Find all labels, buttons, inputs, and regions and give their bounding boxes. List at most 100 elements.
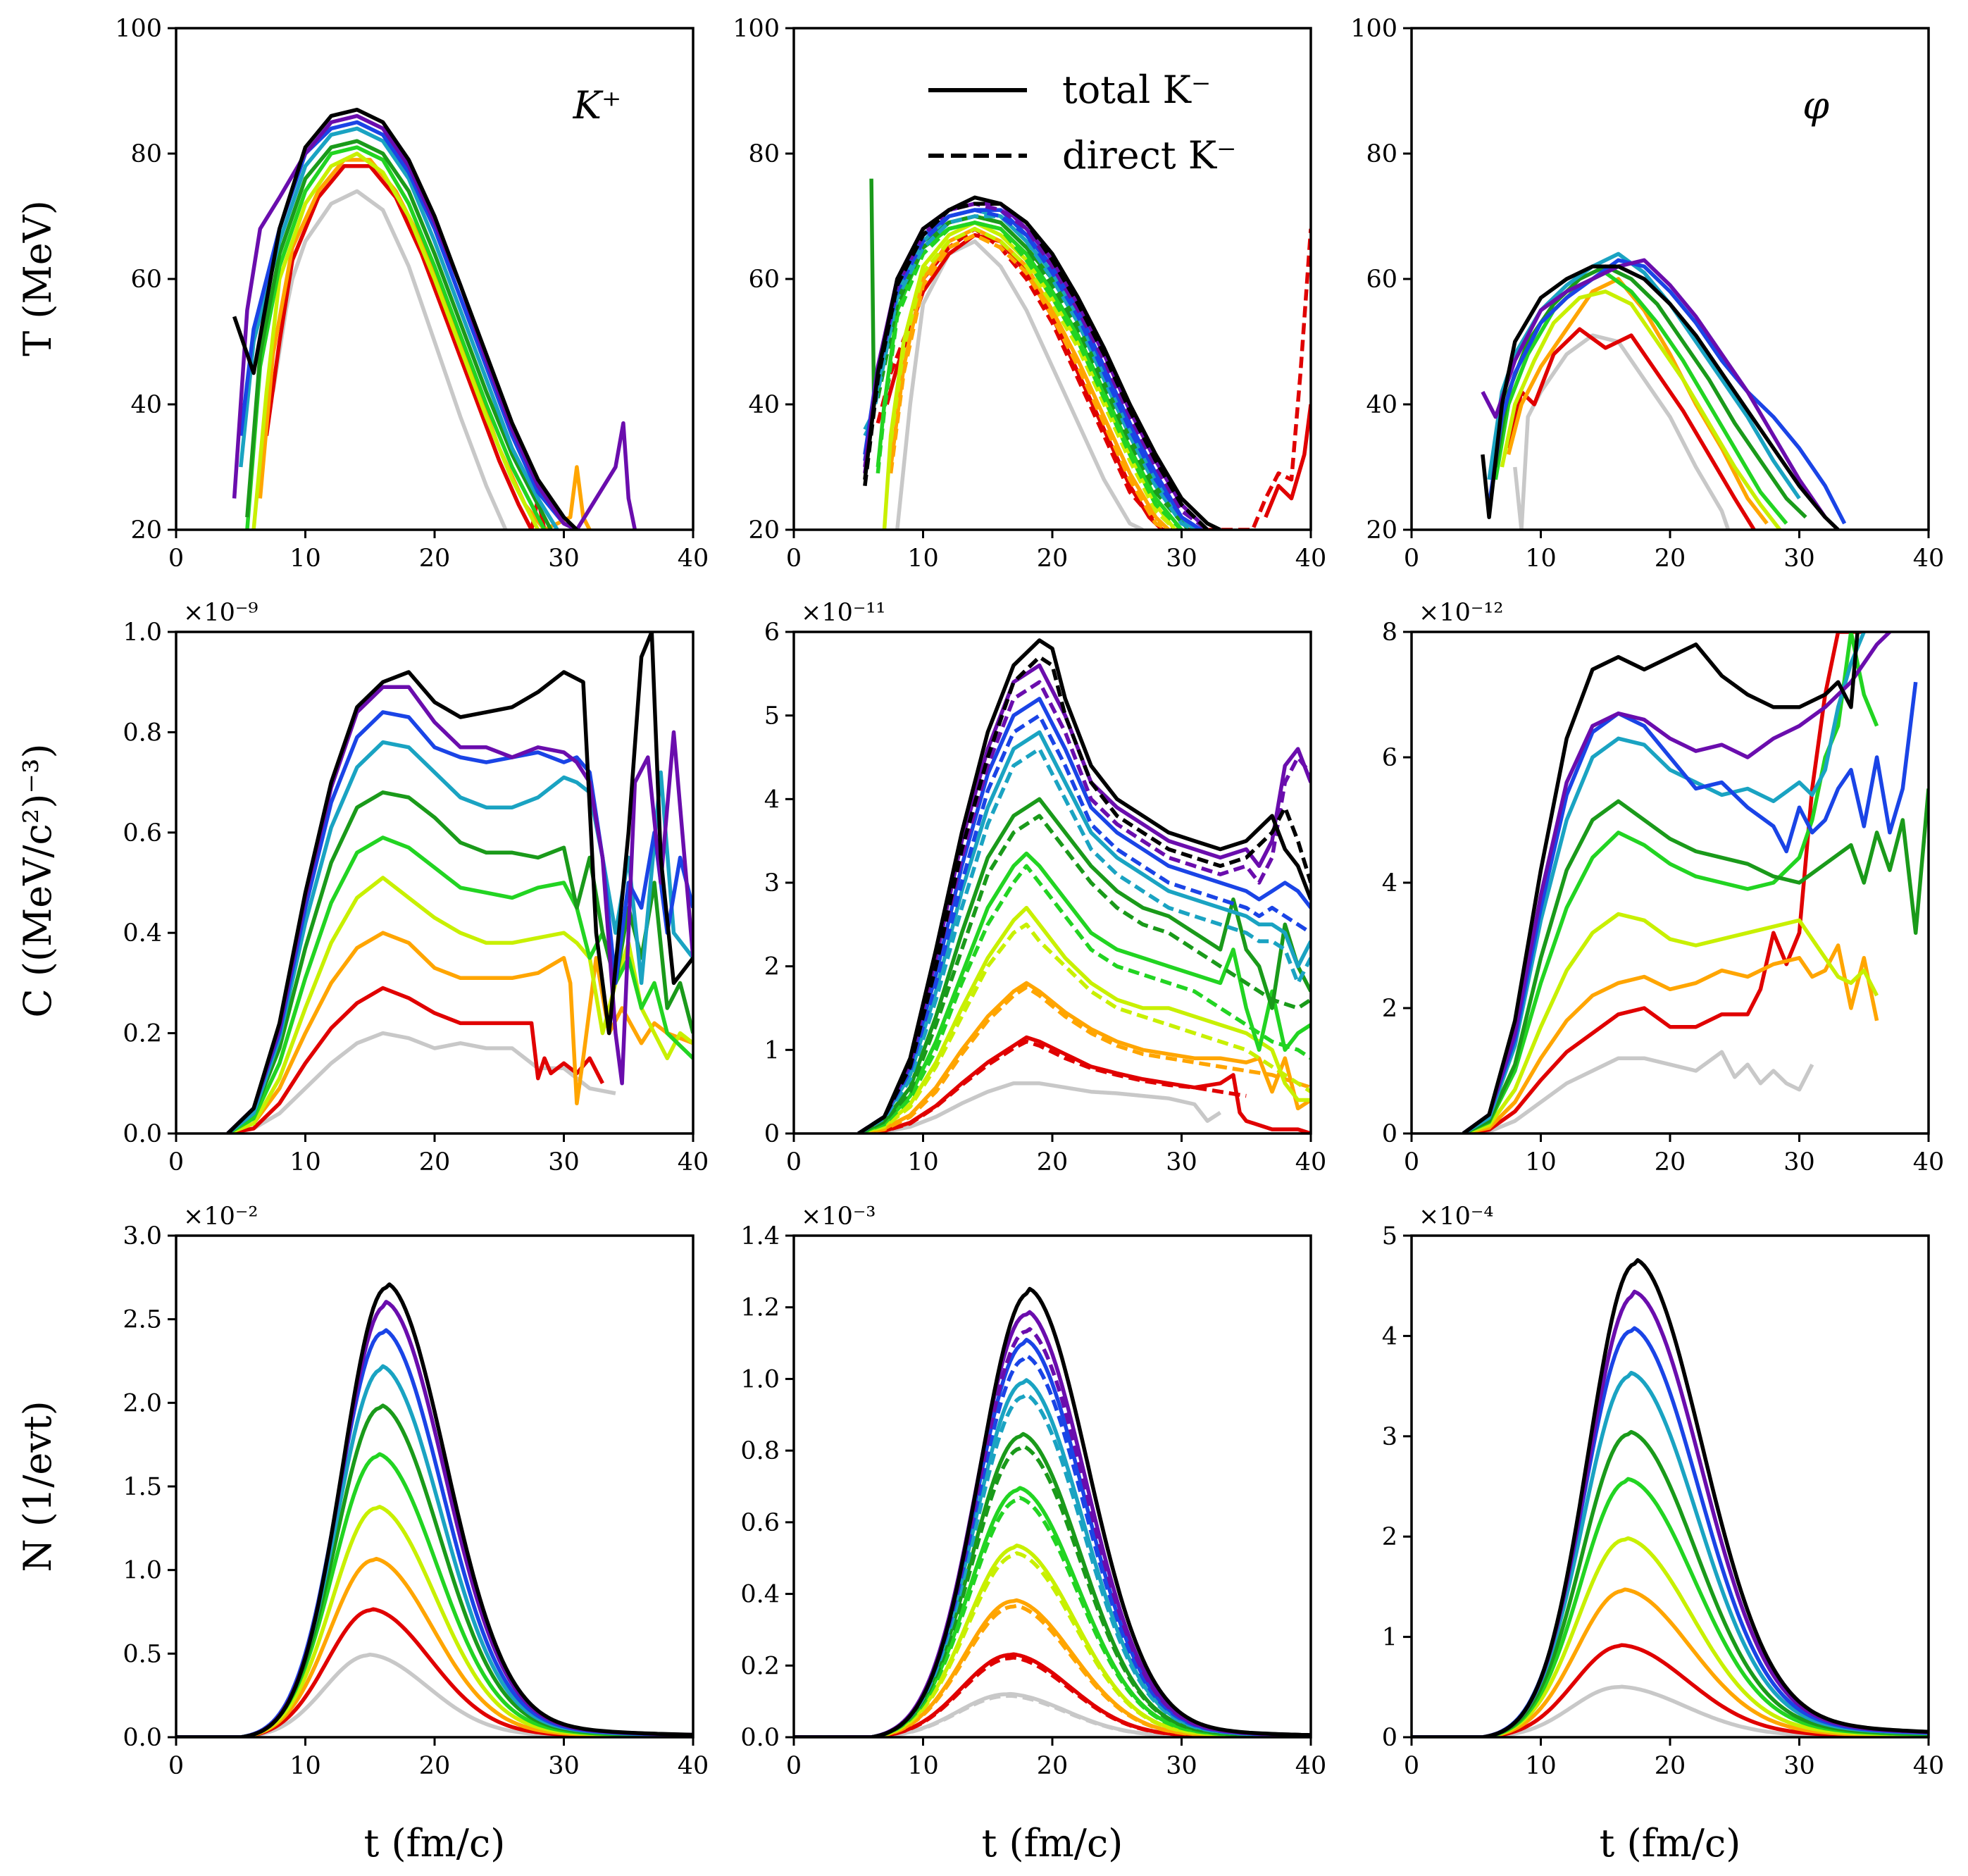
y-tick-label-C-Kminus: 2 bbox=[764, 953, 780, 981]
plot-area-C-phi bbox=[1462, 632, 1929, 1133]
series-dark-green-solid-N-Kminus bbox=[794, 1431, 1311, 1737]
x-tick-label-T-phi: 40 bbox=[1913, 545, 1945, 573]
y-exponent-N-phi: ×10⁻⁴ bbox=[1419, 1203, 1493, 1231]
y-tick-label-C-Kplus: 0.2 bbox=[123, 1020, 162, 1048]
series-blue-dashed-N-Kminus bbox=[794, 1353, 1311, 1737]
series-red-solid-N-phi bbox=[1412, 1643, 1929, 1737]
series-black-solid-N-Kminus bbox=[794, 1286, 1311, 1737]
x-tick-label-T-Kplus: 0 bbox=[168, 545, 184, 573]
x-tick-label-N-Kplus: 30 bbox=[548, 1752, 580, 1780]
plot-area-N-Kplus bbox=[176, 1282, 693, 1737]
series-black-solid-T-phi bbox=[1481, 264, 1840, 530]
x-tick-label-T-Kminus: 40 bbox=[1295, 545, 1327, 573]
x-tick-label-N-phi: 30 bbox=[1783, 1752, 1815, 1780]
series-orange-solid-N-phi bbox=[1412, 1587, 1929, 1737]
series-teal-solid-N-phi bbox=[1412, 1370, 1929, 1737]
y-tick-label-C-Kplus: 1.0 bbox=[123, 619, 162, 647]
y-tick-label-N-Kminus: 1.2 bbox=[740, 1294, 780, 1322]
y-tick-label-T-Kplus: 100 bbox=[115, 15, 162, 43]
series-yellow-green-solid-T-phi bbox=[1500, 290, 1782, 530]
panel-C-phi: 0 10 20 30 40 0 2 4 6 8 ×10⁻¹² bbox=[1382, 599, 1945, 1176]
series-green-solid-N-Kminus bbox=[794, 1486, 1311, 1737]
plot-area-C-Kminus bbox=[857, 638, 1311, 1133]
x-tick-label-N-Kminus: 40 bbox=[1295, 1752, 1327, 1780]
panel-T-Kminus: 0 10 20 30 40 20 40 60 80 100 bbox=[733, 15, 1326, 573]
y-tick-label-T-phi: 60 bbox=[1366, 266, 1397, 294]
x-tick-label-C-phi: 20 bbox=[1655, 1148, 1686, 1176]
x-tick-label-N-Kminus: 20 bbox=[1037, 1752, 1069, 1780]
y-exponent-C-phi: ×10⁻¹² bbox=[1419, 599, 1503, 627]
panel-T-phi: 0 10 20 30 40 20 40 60 80 100 bbox=[1350, 15, 1944, 573]
x-tick-label-N-Kplus: 40 bbox=[678, 1752, 709, 1780]
panel-label-k-plus: K⁺ bbox=[573, 83, 622, 128]
y-exponent-N-Kplus: ×10⁻² bbox=[183, 1203, 258, 1231]
series-red-solid-T-phi bbox=[1506, 327, 1756, 530]
y-tick-label-N-Kminus: 0.0 bbox=[740, 1724, 780, 1752]
series-yellow-green-solid-N-Kplus bbox=[176, 1505, 693, 1737]
y-tick-label-N-Kminus: 0.6 bbox=[740, 1509, 780, 1537]
x-tick-label-T-Kplus: 40 bbox=[678, 545, 709, 573]
panel-label-phi: φ bbox=[1802, 83, 1829, 128]
series-light-gray-solid-T-Kplus bbox=[270, 189, 508, 530]
series-light-gray-solid-C-Kplus bbox=[227, 1031, 616, 1133]
y-tick-label-C-phi: 2 bbox=[1382, 995, 1397, 1023]
y-tick-label-T-Kminus: 60 bbox=[748, 266, 780, 294]
plot-area-C-Kplus bbox=[226, 632, 693, 1133]
series-light-gray-solid-C-phi bbox=[1463, 1050, 1814, 1133]
y-tick-label-C-Kminus: 5 bbox=[764, 702, 780, 731]
series-yellow-green-solid-C-Kminus bbox=[858, 905, 1311, 1133]
panel-N-Kplus: 0 10 20 30 40 0.0 0.5 1.0 1.5 2.0 2.5 3.0 ×10⁻² bbox=[123, 1203, 709, 1780]
series-blue-solid-N-Kplus bbox=[176, 1328, 693, 1737]
series-red-dashed-T-Kminus bbox=[876, 227, 1311, 530]
series-orange-solid-T-phi bbox=[1506, 277, 1769, 525]
legend-direct-label: direct K⁻ bbox=[1062, 133, 1237, 178]
series-dark-green-solid-T-Kplus bbox=[245, 139, 553, 530]
y-tick-label-N-Kplus: 0.5 bbox=[123, 1640, 162, 1668]
series-orange-dashed-C-Kminus bbox=[858, 985, 1311, 1133]
x-tick-label-C-Kplus: 30 bbox=[548, 1148, 580, 1176]
series-dark-green-solid-C-phi bbox=[1462, 788, 1929, 1133]
y-tick-label-N-Kplus: 1.5 bbox=[123, 1473, 162, 1501]
series-blue-solid-T-phi bbox=[1487, 258, 1847, 525]
panel-N-Kminus: 0 10 20 30 40 0.0 0.2 0.4 0.6 0.8 1.0 1.2 1.4 ×10⁻³ bbox=[740, 1203, 1326, 1780]
x-tick-label-T-Kminus: 30 bbox=[1166, 545, 1197, 573]
series-yellow-green-solid-C-Kplus bbox=[227, 876, 693, 1133]
panel-T-Kplus: 0 10 20 30 40 20 40 60 80 100 bbox=[115, 15, 709, 573]
series-black-dashed-T-Kminus bbox=[863, 201, 1221, 530]
axes-frame-C-Kplus bbox=[175, 630, 695, 1135]
series-teal-solid-C-Kplus bbox=[226, 740, 693, 1133]
x-tick-label-C-phi: 30 bbox=[1783, 1148, 1815, 1176]
x-tick-label-T-Kplus: 30 bbox=[548, 545, 580, 573]
y-tick-label-C-Kminus: 3 bbox=[764, 869, 780, 897]
y-tick-label-T-phi: 40 bbox=[1366, 391, 1397, 419]
series-dark-green-solid-C-Kminus bbox=[857, 797, 1311, 1133]
y-tick-label-C-Kplus: 0.4 bbox=[123, 919, 162, 948]
series-green-solid-C-Kminus bbox=[857, 851, 1311, 1133]
series-blue-dashed-C-Kminus bbox=[857, 713, 1311, 1133]
series-red-solid-N-Kminus bbox=[794, 1652, 1311, 1737]
x-tick-label-N-Kplus: 10 bbox=[289, 1752, 321, 1780]
y-tick-label-N-Kminus: 1.0 bbox=[740, 1365, 780, 1393]
series-orange-dashed-T-Kminus bbox=[888, 232, 1170, 530]
y-title-density: C ((MeV/c²)⁻³) bbox=[15, 743, 60, 1017]
y-title-temperature: T (MeV) bbox=[15, 200, 60, 356]
series-teal-solid-T-Kplus bbox=[239, 126, 559, 530]
y-tick-label-C-phi: 0 bbox=[1382, 1120, 1397, 1148]
y-title-count: N (1/evt) bbox=[15, 1400, 60, 1572]
series-orange-solid-N-Kminus bbox=[794, 1598, 1311, 1737]
series-teal-solid-N-Kplus bbox=[176, 1364, 693, 1737]
series-red-solid-T-Kplus bbox=[264, 164, 547, 530]
x-tick-label-T-Kplus: 10 bbox=[289, 545, 321, 573]
series-red-dashed-N-Kminus bbox=[794, 1656, 1311, 1737]
x-tick-label-C-Kplus: 20 bbox=[419, 1148, 451, 1176]
series-yellow-green-solid-N-Kminus bbox=[794, 1543, 1311, 1737]
y-tick-label-N-Kplus: 2.0 bbox=[123, 1389, 162, 1417]
series-dark-green-dashed-T-Kminus bbox=[876, 214, 1190, 530]
x-tick-label-T-phi: 30 bbox=[1783, 545, 1815, 573]
series-orange-solid-N-Kplus bbox=[176, 1556, 693, 1737]
y-tick-label-C-Kplus: 0.8 bbox=[123, 719, 162, 747]
series-red-dashed-C-Kminus bbox=[858, 1039, 1247, 1133]
series-black-solid-T-Kplus bbox=[232, 107, 578, 530]
legend: total K⁻ direct K⁻ bbox=[928, 68, 1237, 178]
